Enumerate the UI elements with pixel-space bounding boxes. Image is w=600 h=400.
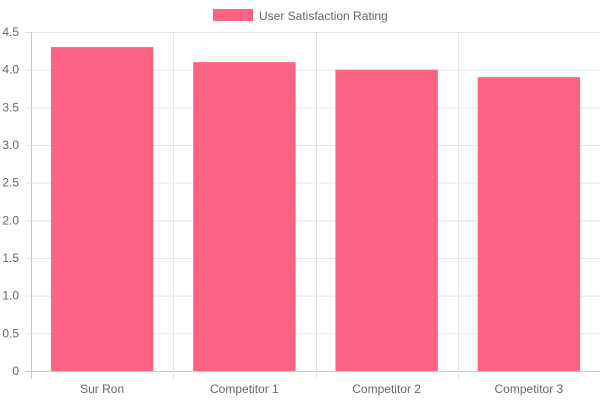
legend-swatch-user-satisfaction	[213, 9, 253, 21]
y-tick-label: 3.5	[2, 100, 19, 114]
y-tick-label: 3.0	[2, 138, 19, 152]
y-tick-label: 2.0	[2, 213, 19, 227]
bars	[50, 47, 581, 372]
bar-competitor-2[interactable]	[335, 69, 438, 372]
y-tick-label: 1.5	[2, 251, 19, 265]
x-tick-label: Sur Ron	[80, 382, 124, 396]
legend[interactable]: User Satisfaction Rating	[213, 9, 388, 23]
x-tick-label: Competitor 2	[352, 382, 421, 396]
y-tick-label: 4.5	[2, 25, 19, 39]
y-tick-label: 2.5	[2, 176, 19, 190]
x-axis-ticks: Sur Ron Competitor 1 Competitor 2 Competito…	[80, 382, 563, 396]
bar-competitor-1[interactable]	[193, 62, 296, 372]
y-tick-label: 0	[12, 364, 19, 378]
x-tick-label: Competitor 1	[210, 382, 279, 396]
y-tick-label: 1.0	[2, 289, 19, 303]
y-tick-label: 0.5	[2, 326, 19, 340]
legend-label-user-satisfaction: User Satisfaction Rating	[259, 9, 388, 23]
y-axis-ticks: 0 0.5 1.0 1.5 2.0 2.5 3.0 3.5 4.0 4.5	[2, 25, 19, 378]
bar-competitor-3[interactable]	[477, 77, 581, 371]
bar-sur-ron[interactable]	[50, 47, 154, 372]
y-tick-label: 4.0	[2, 63, 19, 77]
x-tick-label: Competitor 3	[495, 382, 564, 396]
